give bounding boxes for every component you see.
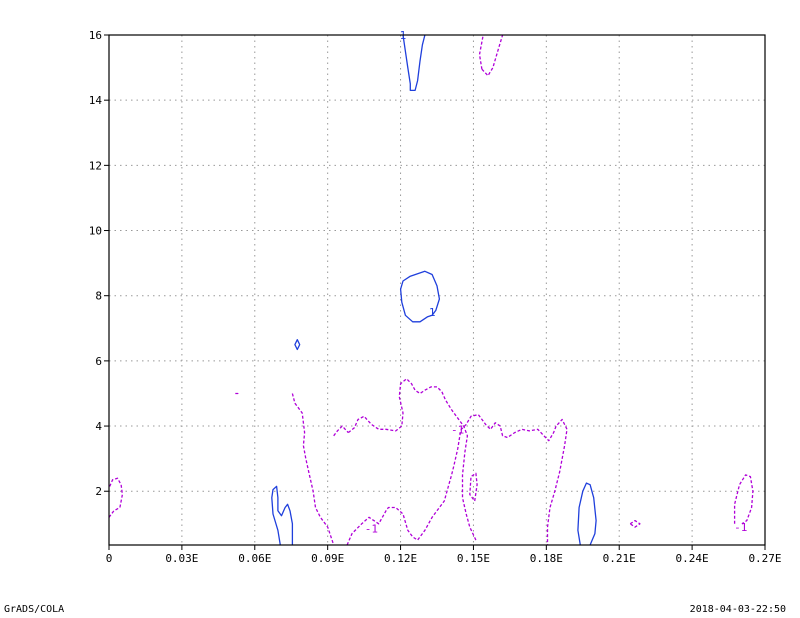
y-tick-label: 10 <box>89 225 102 238</box>
contour-line-positive <box>271 485 294 546</box>
y-tick-label: 2 <box>95 485 102 498</box>
x-tick-label: 0 <box>106 552 113 565</box>
x-tick-label: 0.27E <box>748 552 781 565</box>
contour-line-positive <box>402 34 426 92</box>
contour-label: -1 <box>451 423 464 436</box>
contour-labels: 11-1-1 -1 <box>365 29 748 536</box>
x-tick-label: 0.21E <box>603 552 636 565</box>
plot-frame <box>108 34 766 546</box>
contour-label: -1 <box>734 521 747 534</box>
contour-chart: 11-1-1 -1 0 0.03E 0.06E 0.09E 0.12E 0.15E 0.18E… <box>89 29 782 565</box>
x-tick-label: 0.03E <box>165 552 198 565</box>
x-axis: 0 0.03E 0.06E 0.09E 0.12E 0.15E 0.18E 0.21E 0.24… <box>106 545 782 565</box>
footer-credit: GrADS/COLA <box>4 604 65 615</box>
contour-line-negative <box>291 393 335 546</box>
x-tick-label: 0.18E <box>530 552 563 565</box>
contour-label: -1 <box>365 523 378 536</box>
y-tick-label: 12 <box>89 159 102 172</box>
y-tick-label: 6 <box>95 355 102 368</box>
y-tick-label: 8 <box>95 290 102 303</box>
y-tick-label: 16 <box>89 29 102 42</box>
contour-line-positive <box>294 339 301 351</box>
contour-line-negative <box>108 477 124 518</box>
contour-line-negative <box>481 34 504 77</box>
contour-line-positive <box>399 270 441 323</box>
contour-line-negative <box>346 413 568 546</box>
contour-line-negative <box>478 34 484 70</box>
x-tick-label: 0.24E <box>676 552 709 565</box>
grid-lines <box>109 35 765 545</box>
contour-line-negative <box>347 378 477 541</box>
y-tick-label: 4 <box>95 420 102 433</box>
y-tick-label: 14 <box>89 94 103 107</box>
footer-timestamp: 2018-04-03-22:50 <box>689 604 786 615</box>
x-tick-label: 0.15E <box>457 552 490 565</box>
x-tick-label: 0.09E <box>311 552 344 565</box>
x-tick-label: 0.12E <box>384 552 417 565</box>
contour-line-negative <box>629 519 641 528</box>
contour-line-negative <box>469 472 478 502</box>
contour-lines <box>108 34 754 546</box>
contour-line-negative <box>333 425 349 437</box>
contour-label: 1 <box>429 306 436 319</box>
contour-line-positive <box>577 482 597 546</box>
contour-line-negative <box>733 474 754 525</box>
y-axis: 2 4 6 8 10 12 14 16 <box>89 29 109 498</box>
x-tick-label: 0.06E <box>238 552 271 565</box>
